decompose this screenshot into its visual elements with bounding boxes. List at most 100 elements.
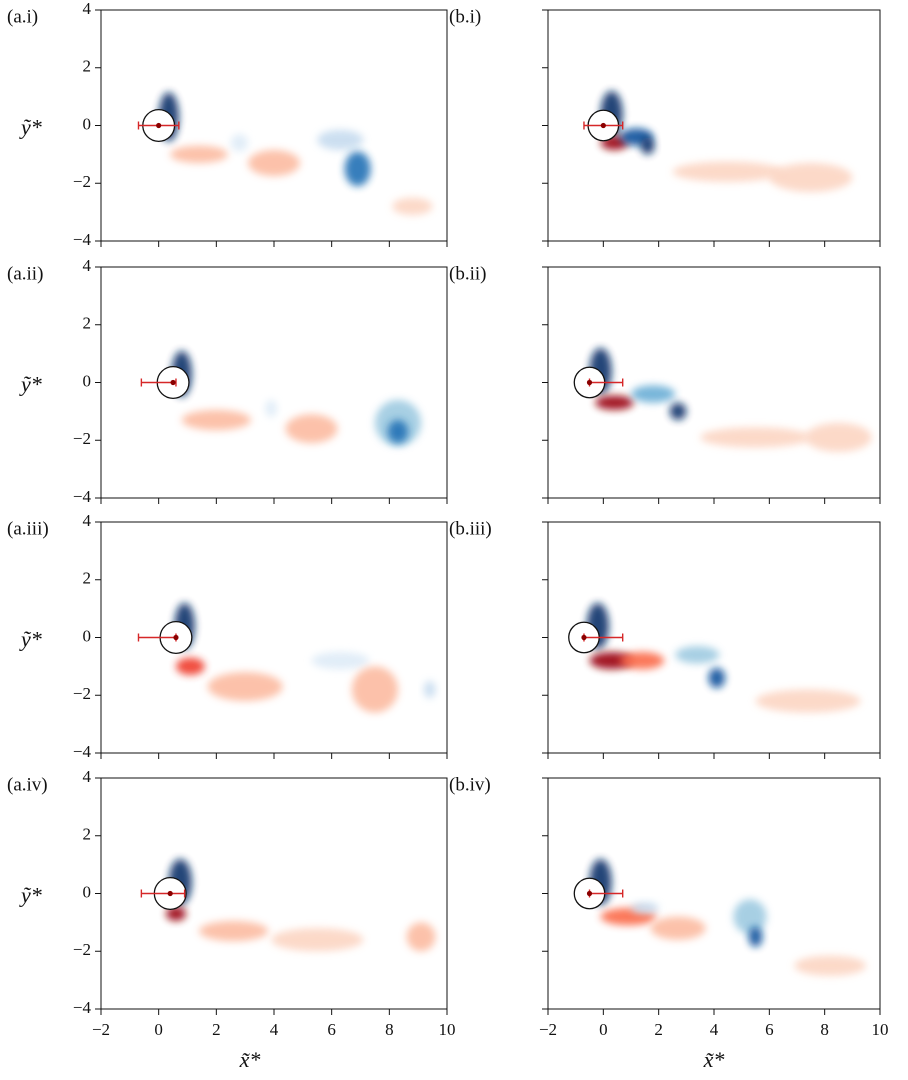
x-tick-label: 0 bbox=[154, 1020, 163, 1039]
vorticity-blob bbox=[265, 399, 277, 418]
y-tick-label: 0 bbox=[83, 114, 92, 133]
y-tick-label: −4 bbox=[73, 998, 92, 1017]
vorticity-blob bbox=[230, 134, 249, 152]
vorticity-blob bbox=[733, 899, 767, 934]
rod-dot bbox=[581, 634, 587, 641]
vorticity-blob bbox=[285, 414, 338, 444]
y-tick-label: 2 bbox=[83, 825, 92, 844]
vorticity-blob bbox=[595, 395, 634, 410]
x-tick-label: 6 bbox=[327, 1020, 336, 1039]
rod-dot bbox=[600, 122, 606, 129]
vorticity-blob bbox=[170, 145, 228, 164]
vorticity-blob bbox=[650, 916, 706, 940]
y-tick-label: 0 bbox=[83, 626, 92, 645]
x-tick-label: 10 bbox=[872, 1020, 889, 1039]
x-tick-label: −2 bbox=[539, 1020, 557, 1039]
x-tick-label: 8 bbox=[820, 1020, 829, 1039]
x-axis-label: x̃* bbox=[703, 1047, 725, 1072]
rod-dot bbox=[173, 634, 179, 641]
vorticity-blob bbox=[748, 926, 763, 947]
vorticity-blob bbox=[406, 922, 436, 952]
y-tick-label: −2 bbox=[73, 940, 91, 959]
rod-dot bbox=[586, 890, 593, 897]
field bbox=[165, 858, 436, 952]
vorticity-blob bbox=[708, 667, 726, 689]
y-tick-label: −4 bbox=[73, 742, 92, 761]
y-tick-label: 0 bbox=[83, 371, 92, 390]
vorticity-blob bbox=[755, 689, 861, 713]
y-tick-label: 4 bbox=[83, 0, 92, 18]
y-tick-label: 0 bbox=[83, 882, 92, 901]
vorticity-blob bbox=[589, 651, 634, 670]
x-tick-label: −2 bbox=[92, 1020, 110, 1039]
vorticity-blob bbox=[392, 197, 433, 216]
x-tick-label: 2 bbox=[212, 1020, 221, 1039]
y-tick-label: 2 bbox=[83, 57, 92, 76]
panel-label: (b.iii) bbox=[449, 518, 492, 539]
vorticity-blob bbox=[248, 150, 300, 177]
vorticity-blob bbox=[619, 651, 665, 670]
rod-dot bbox=[167, 890, 173, 897]
vorticity-blob bbox=[631, 902, 659, 914]
panel-label: (a.iv) bbox=[7, 774, 48, 795]
y-tick-label: 2 bbox=[83, 569, 92, 588]
vorticity-blob bbox=[669, 402, 687, 421]
x-tick-label: 4 bbox=[270, 1020, 279, 1039]
x-tick-label: 6 bbox=[765, 1020, 774, 1039]
vorticity-blob bbox=[271, 928, 364, 952]
vorticity-blob bbox=[769, 163, 853, 192]
vorticity-blob bbox=[700, 427, 811, 448]
panel-label: (b.ii) bbox=[449, 263, 486, 284]
vorticity-blob bbox=[199, 920, 269, 942]
vorticity-blob bbox=[344, 151, 371, 187]
field bbox=[174, 602, 436, 713]
vorticity-blob bbox=[675, 646, 720, 664]
field bbox=[586, 602, 861, 713]
y-tick-label: 4 bbox=[83, 511, 92, 530]
vorticity-blob bbox=[311, 651, 370, 670]
vorticity-blob bbox=[207, 672, 283, 702]
x-tick-label: 4 bbox=[710, 1020, 719, 1039]
rod-dot bbox=[586, 379, 593, 386]
vorticity-blob bbox=[175, 657, 205, 676]
vorticity-blob bbox=[351, 666, 398, 713]
y-tick-label: −2 bbox=[73, 429, 91, 448]
panel-label: (a.i) bbox=[7, 6, 38, 27]
rod-dot bbox=[156, 122, 162, 129]
vorticity-blob bbox=[631, 385, 676, 403]
y-axis-label: ỹ* bbox=[19, 883, 42, 908]
field bbox=[600, 90, 853, 192]
x-tick-label: 2 bbox=[654, 1020, 663, 1039]
field bbox=[158, 92, 433, 216]
field bbox=[171, 350, 422, 447]
y-axis-label: ỹ* bbox=[19, 115, 42, 140]
y-axis-label: ỹ* bbox=[19, 627, 42, 652]
vorticity-blob bbox=[672, 161, 784, 182]
rod-dot bbox=[170, 379, 176, 386]
field bbox=[589, 347, 872, 452]
y-tick-label: −4 bbox=[73, 487, 92, 506]
panel-label: (a.ii) bbox=[7, 263, 43, 284]
panel-label: (a.iii) bbox=[7, 518, 49, 539]
y-tick-label: 4 bbox=[83, 256, 92, 275]
vorticity-blob bbox=[794, 955, 867, 976]
y-axis-label: ỹ* bbox=[19, 372, 42, 397]
vorticity-blob bbox=[317, 129, 364, 151]
vorticity-blob bbox=[640, 137, 655, 155]
x-tick-label: 0 bbox=[599, 1020, 608, 1039]
panel-label: (b.i) bbox=[449, 6, 481, 27]
panel-label: (b.iv) bbox=[449, 774, 491, 795]
x-axis-label: x̃* bbox=[239, 1047, 261, 1072]
y-tick-label: −4 bbox=[73, 230, 92, 249]
vorticity-blob bbox=[181, 409, 251, 431]
vorticity-blob bbox=[387, 420, 409, 444]
x-tick-label: 8 bbox=[385, 1020, 394, 1039]
vorticity-blob bbox=[423, 680, 436, 699]
y-tick-label: −2 bbox=[73, 172, 91, 191]
y-tick-label: 4 bbox=[83, 767, 92, 786]
x-tick-label: 10 bbox=[439, 1020, 456, 1039]
y-tick-label: 2 bbox=[83, 314, 92, 333]
vorticity-blob bbox=[805, 422, 872, 452]
field bbox=[589, 858, 867, 976]
